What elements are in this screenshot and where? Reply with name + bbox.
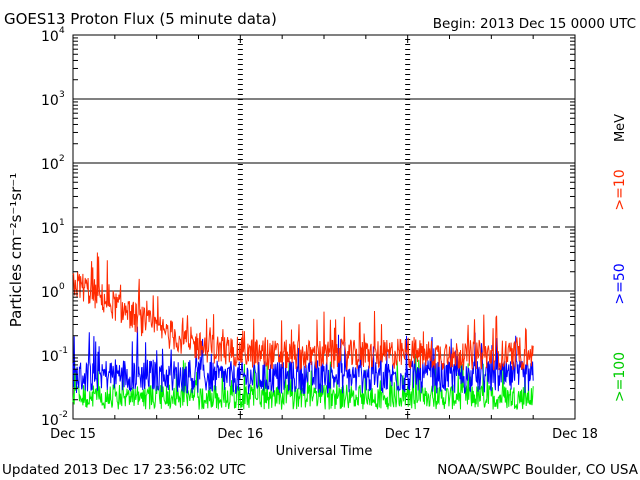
- y-tick-base: 10: [41, 157, 59, 173]
- y-tick-power: 0: [59, 282, 65, 292]
- x-axis-ticks: Dec 15 Dec 16 Dec 17 Dec 18: [50, 35, 598, 442]
- y-tick-power: -2: [59, 410, 68, 420]
- y-tick-power: 1: [59, 218, 65, 228]
- legend-ge100: >=100: [612, 352, 628, 402]
- x-tick-label: Dec 16: [217, 427, 263, 442]
- y-tick-base: 10: [41, 349, 59, 365]
- updated-timestamp: Updated 2013 Dec 17 23:56:02 UTC: [2, 462, 246, 478]
- y-tick-base: 10: [41, 221, 59, 237]
- legend-ge10: >=10: [612, 169, 628, 210]
- y-tick-label: 10 4: [41, 26, 65, 45]
- series-layer: [72, 252, 534, 410]
- y-tick-label: 10 -2: [41, 410, 68, 429]
- y-tick-base: 10: [41, 29, 59, 45]
- x-tick-label: Dec 17: [385, 427, 431, 442]
- credit-text: NOAA/SWPC Boulder, CO USA: [437, 462, 639, 478]
- x-axis-label: Universal Time: [276, 444, 373, 459]
- series-line-ge10: [72, 252, 534, 371]
- y-tick-power: 4: [59, 26, 65, 36]
- y-tick-label: 10 3: [41, 90, 65, 109]
- legend-unit: MeV: [613, 114, 628, 142]
- y-tick-power: 2: [59, 154, 65, 164]
- x-tick-label: Dec 15: [50, 427, 96, 442]
- y-tick-base: 10: [41, 413, 59, 429]
- series-line-ge50: [72, 326, 534, 395]
- chart-title: GOES13 Proton Flux (5 minute data): [4, 10, 277, 28]
- begin-label: Begin: 2013 Dec 15 0000 UTC: [433, 16, 636, 32]
- legend-ge50: >=50: [612, 263, 628, 304]
- y-tick-label: 10 -1: [41, 346, 68, 365]
- y-tick-power: -1: [59, 346, 68, 356]
- y-tick-label: 10 1: [41, 218, 65, 237]
- y-tick-base: 10: [41, 285, 59, 301]
- x-tick-label: Dec 18: [552, 427, 598, 442]
- y-axis-label: Particles cm⁻²s⁻¹sr⁻¹: [7, 173, 25, 327]
- y-tick-label: 10 0: [41, 282, 65, 301]
- y-tick-label: 10 2: [41, 154, 65, 173]
- y-tick-power: 3: [59, 90, 65, 100]
- y-tick-base: 10: [41, 93, 59, 109]
